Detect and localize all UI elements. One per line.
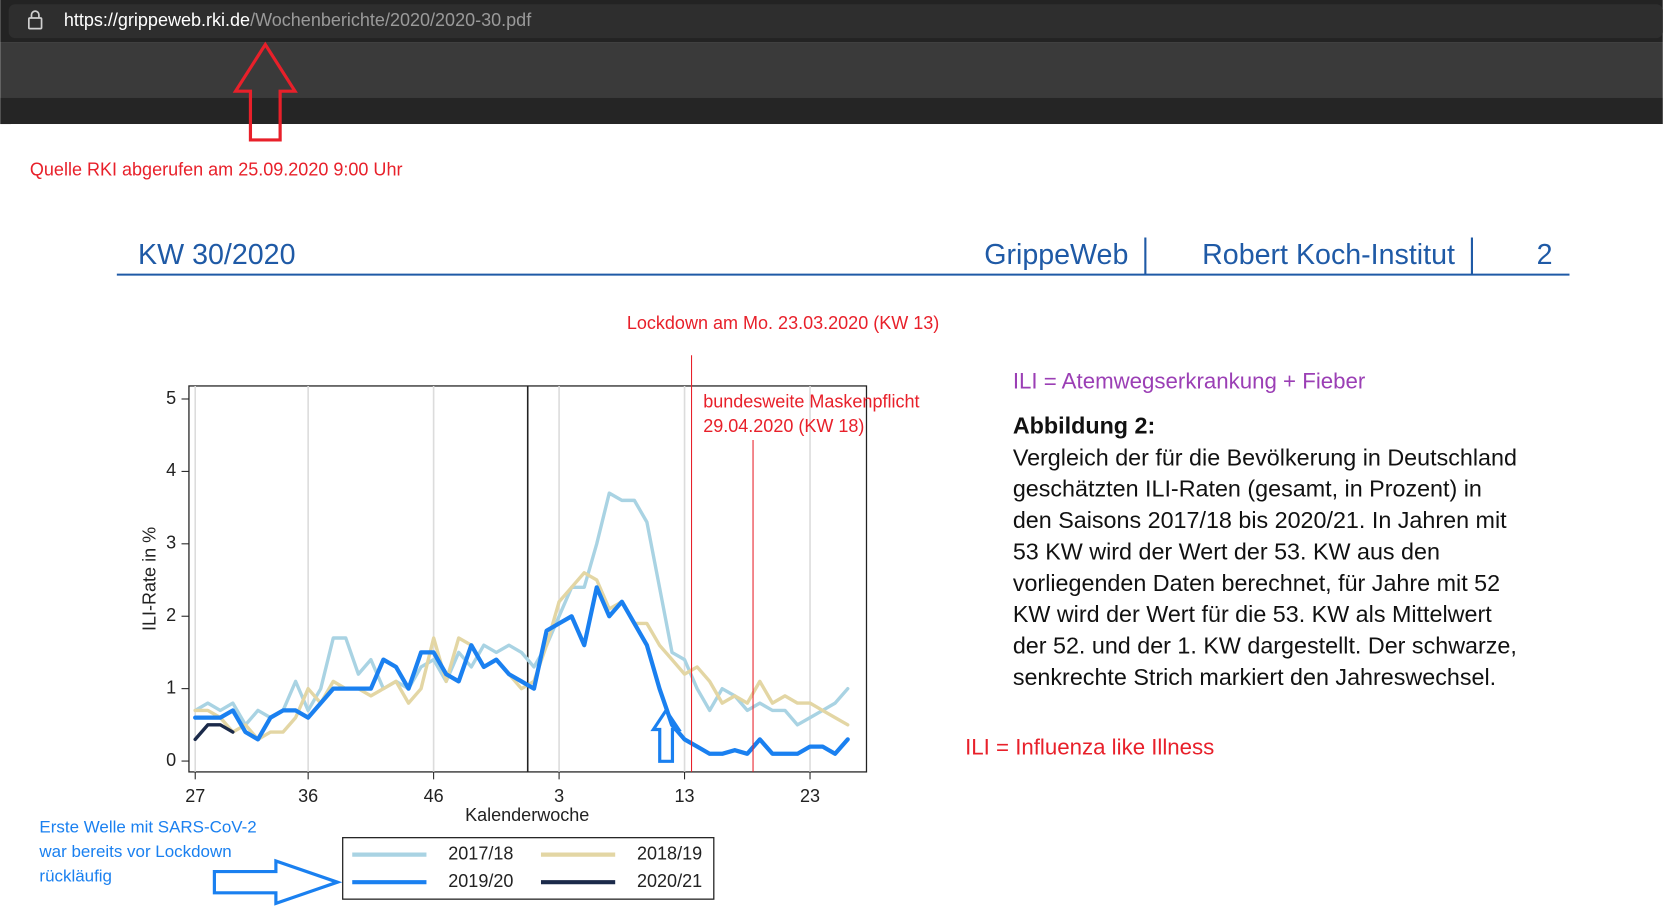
series-line — [193, 585, 850, 756]
caption-line: 53 KW wird der Wert der 53. KW aus den — [1013, 538, 1440, 564]
legend-label: 2019/20 — [448, 871, 513, 891]
legend — [342, 837, 715, 900]
x-axis-label: Kalenderwoche — [465, 805, 589, 825]
legend-label: 2018/19 — [637, 843, 702, 863]
first-wave-note: war bereits vor Lockdown — [38, 842, 231, 861]
caption-line: Vergleich der für die Bevölkerung in Deu… — [1013, 444, 1517, 470]
y-tick-label: 0 — [166, 750, 176, 770]
blue-right-arrow — [212, 858, 343, 906]
caption-title: Abbildung 2: — [1013, 412, 1155, 438]
x-tick-label: 23 — [800, 786, 820, 806]
x-tick-label: 46 — [424, 786, 444, 806]
blue-up-arrow — [650, 707, 682, 763]
url[interactable]: https://grippeweb.rki.de/Wochenberichte/… — [64, 10, 532, 30]
x-tick-label: 36 — [298, 786, 318, 806]
text-blocks: bundesweite Maskenpflicht 29.04.2020 (KW … — [38, 392, 1517, 886]
caption-line: senkrechte Strich markiert den Jahreswec… — [1013, 664, 1496, 690]
caption-line: der 52. und der 1. KW dargestellt. Der s… — [1013, 633, 1517, 659]
y-tick-label: 4 — [166, 460, 176, 480]
y-tick-label: 1 — [166, 677, 176, 697]
caption-line: den Saisons 2017/18 bis 2020/21. In Jahr… — [1013, 507, 1507, 533]
caption-line: geschätzten ILI-Raten (gesamt, in Prozen… — [1013, 476, 1482, 502]
legend-label: 2020/21 — [637, 871, 702, 891]
mask-note: 29.04.2020 (KW 18) — [703, 416, 864, 436]
source-note: Quelle RKI abgerufen am 25.09.2020 9:00 … — [30, 159, 403, 179]
y-tick-label: 3 — [166, 533, 176, 553]
url-path: /Wochenberichte/2020/2020-30.pdf — [250, 10, 532, 30]
x-tick-label: 13 — [675, 786, 695, 806]
mask-note: bundesweite Maskenpflicht — [703, 392, 919, 412]
url-host: https://grippeweb.rki.de — [64, 10, 250, 30]
lock-icon — [27, 10, 43, 30]
caption-line: KW wird der Wert für die 53. KW als Mitt… — [1013, 601, 1492, 627]
legend-items: 2017/18 2018/19 2019/20 2020/21 — [352, 843, 702, 891]
header-left: KW 30/2020 — [138, 239, 295, 271]
header-institute: Robert Koch-Institut — [1202, 239, 1455, 271]
y-tick-label: 5 — [166, 388, 176, 408]
y-tick-label: 2 — [166, 605, 176, 625]
y-axis-label: ILI-Rate in % — [140, 527, 160, 631]
header-brand: GrippeWeb — [984, 239, 1128, 271]
header-page: 2 — [1537, 239, 1553, 271]
lockdown-note: Lockdown am Mo. 23.03.2020 (KW 13) — [627, 313, 939, 333]
ili-name: ILI = Influenza like Illness — [965, 734, 1214, 759]
red-arrow — [232, 41, 298, 142]
url-field[interactable] — [8, 4, 1663, 39]
series-line — [193, 723, 235, 742]
x-tick-label: 27 — [185, 786, 205, 806]
series-line — [193, 571, 850, 742]
toolbar — [0, 42, 1663, 98]
viewer-gap — [0, 97, 1663, 125]
legend-label: 2017/18 — [448, 843, 513, 863]
first-wave-note: Erste Welle mit SARS-CoV-2 — [39, 818, 256, 837]
first-wave-note: rückläufig — [39, 866, 112, 885]
caption-line: vorliegenden Daten berechnet, für Jahre … — [1013, 570, 1500, 596]
x-tick-label: 3 — [554, 786, 564, 806]
ili-definition: ILI = Atemwegserkrankung + Fieber — [1013, 369, 1366, 394]
